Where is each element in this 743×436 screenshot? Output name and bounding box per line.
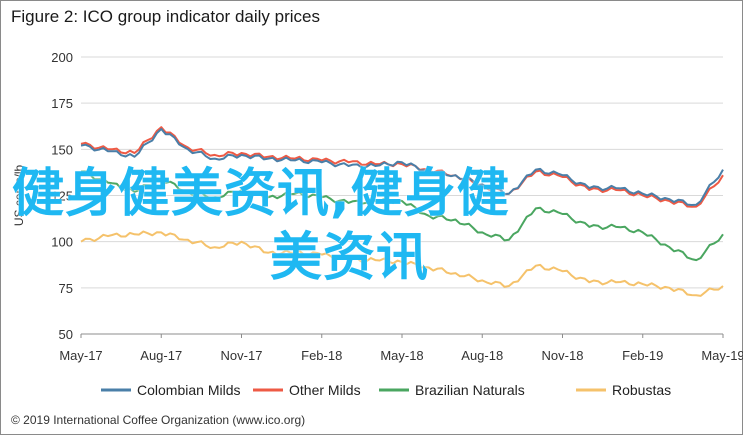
x-tick-label: May-19	[701, 348, 743, 363]
y-tick-label: 75	[59, 281, 73, 296]
series-line-colombian-milds	[80, 128, 724, 206]
y-axis-label: US cents/lb	[12, 164, 26, 226]
x-tick-label: Feb-19	[622, 348, 663, 363]
x-tick-label: Nov-17	[221, 348, 263, 363]
legend-label-other-milds: Other Milds	[289, 382, 361, 398]
x-tick-label: Feb-18	[301, 348, 342, 363]
x-tick-label: May-17	[59, 348, 102, 363]
legend-label-brazilian-naturals: Brazilian Naturals	[415, 382, 525, 398]
y-tick-label: 175	[51, 96, 73, 111]
y-tick-label: 50	[59, 327, 73, 342]
chart-title: Figure 2: ICO group indicator daily pric…	[11, 7, 320, 26]
x-tick-label: May-18	[380, 348, 423, 363]
series-line-brazilian-naturals	[80, 170, 724, 262]
x-tick-label: Nov-18	[542, 348, 584, 363]
y-tick-label: 200	[51, 50, 73, 65]
series-line-other-milds	[80, 126, 724, 208]
copyright-credit: © 2019 International Coffee Organization…	[11, 413, 306, 427]
x-tick-label: Aug-17	[140, 348, 182, 363]
legend-label-robustas: Robustas	[612, 382, 671, 398]
x-tick-label: Aug-18	[461, 348, 503, 363]
y-tick-label: 150	[51, 142, 73, 157]
y-tick-label: 100	[51, 235, 73, 250]
series-line-robustas	[80, 230, 724, 297]
legend-label-colombian-milds: Colombian Milds	[137, 382, 240, 398]
y-tick-label: 125	[51, 189, 73, 204]
